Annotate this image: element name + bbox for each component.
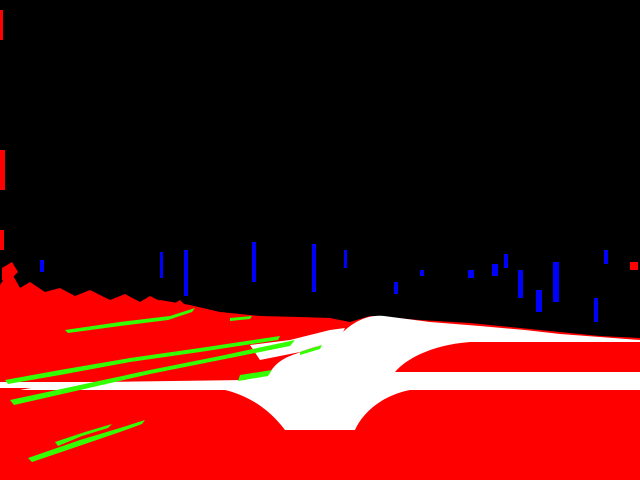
pole [536,290,542,312]
road-speck [2,262,18,282]
road-speck [630,262,638,270]
pole [504,254,508,268]
left-edge-speck [0,230,4,250]
lane-marking [55,424,112,446]
lane-marking [230,316,252,321]
pole [312,244,316,292]
pole [420,270,424,276]
pole [553,262,559,302]
lane-marking [10,340,295,405]
pole [252,242,256,282]
road-edge-bumps [0,270,190,320]
left-edge-speck [0,150,5,190]
pole [492,264,498,276]
lane-marking [300,345,322,355]
pole [604,250,608,264]
white-strip [250,328,345,360]
lane-marking [238,370,272,381]
pole [594,298,598,322]
pole [184,250,188,296]
pole [40,260,44,272]
lane-marking [65,308,195,333]
pole [344,250,347,268]
pole [468,270,474,278]
white-band [0,382,260,388]
pole [160,252,163,278]
lane-marking [5,336,280,384]
left-edge-speck [0,10,3,40]
poles-group [40,242,608,322]
pole [518,270,523,298]
pole [394,282,398,294]
lane-marking [28,420,145,462]
white-region [20,315,640,430]
